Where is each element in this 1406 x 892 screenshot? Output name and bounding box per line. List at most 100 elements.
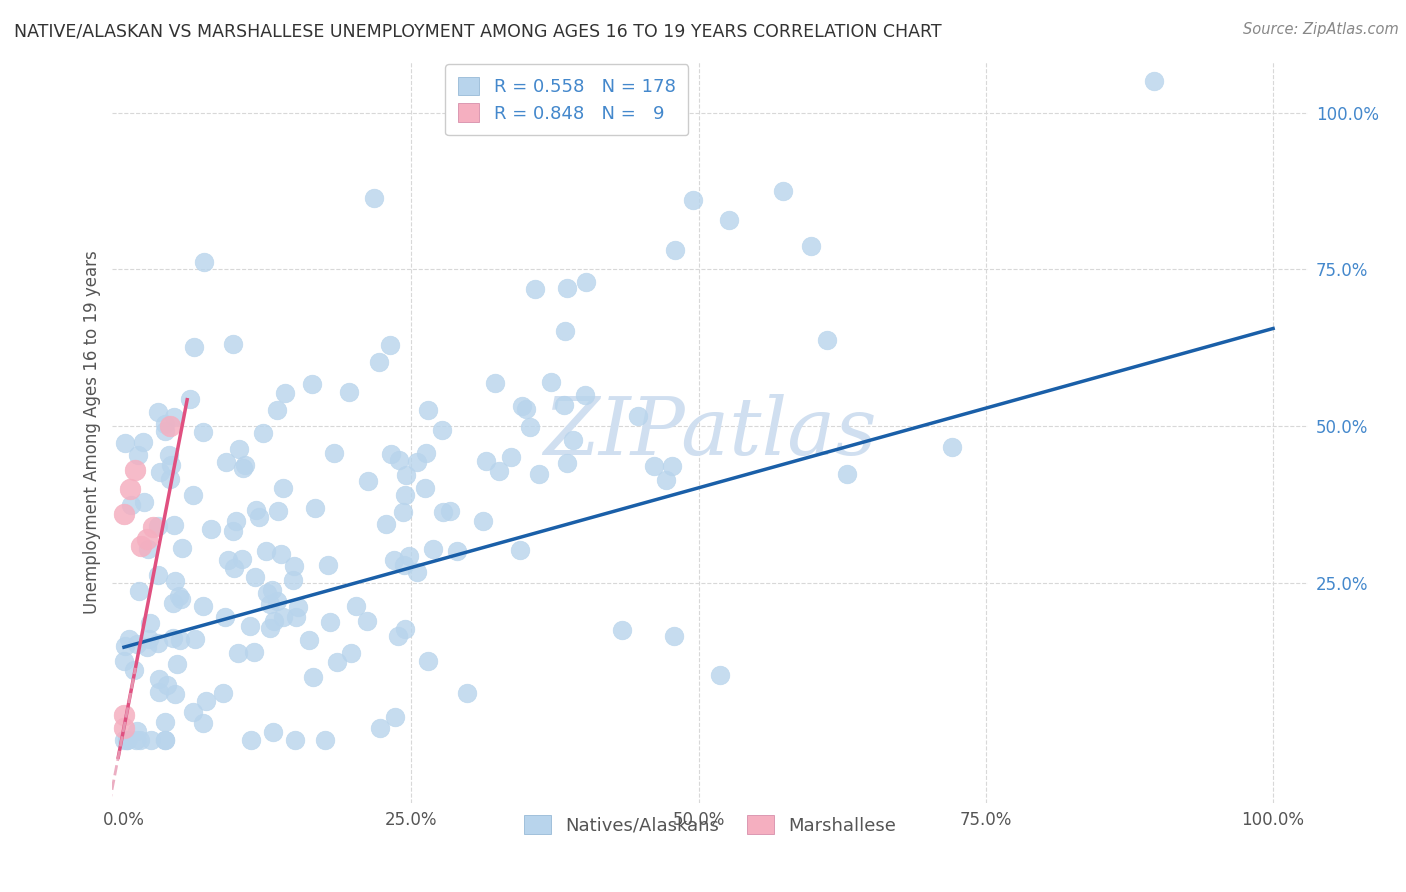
Point [643, 458, 665, 473]
Point [134, 495, 156, 509]
Point [337, 385, 360, 400]
Point [163, 410, 186, 425]
Point [270, 547, 292, 561]
Point [112, 708, 135, 723]
Text: Source: ZipAtlas.com: Source: ZipAtlas.com [1243, 22, 1399, 37]
Point [239, 619, 262, 633]
Point [112, 733, 135, 747]
Point [242, 645, 264, 659]
Point [259, 598, 281, 612]
Point [406, 566, 429, 580]
Point [157, 448, 180, 462]
Point [194, 693, 217, 707]
Point [128, 733, 150, 747]
Point [662, 629, 685, 643]
Point [661, 459, 683, 474]
Point [515, 112, 537, 126]
Text: ZIPatlas: ZIPatlas [543, 394, 877, 471]
Point [555, 281, 578, 295]
Point [574, 388, 596, 402]
Point [540, 375, 562, 389]
Point [405, 455, 427, 469]
Point [215, 454, 238, 468]
Point [509, 543, 531, 558]
Point [394, 622, 416, 636]
Point [146, 568, 169, 582]
Point [472, 514, 495, 528]
Point [245, 503, 267, 517]
Point [120, 498, 142, 512]
Point [283, 733, 305, 747]
Point [391, 505, 413, 519]
Point [148, 672, 170, 686]
Text: NATIVE/ALASKAN VS MARSHALLESE UNEMPLOYMENT AMONG AGES 16 TO 19 YEARS CORRELATION: NATIVE/ALASKAN VS MARSHALLESE UNEMPLOYME… [14, 22, 942, 40]
Point [149, 466, 172, 480]
Point [772, 184, 794, 198]
Point [181, 705, 204, 719]
Point [446, 544, 468, 558]
Point [519, 419, 541, 434]
Point [609, 82, 631, 96]
Point [200, 522, 222, 536]
Y-axis label: Unemployment Among Ages 16 to 19 years: Unemployment Among Ages 16 to 19 years [83, 251, 101, 615]
Point [415, 446, 437, 460]
Point [112, 721, 135, 735]
Point [153, 424, 176, 438]
Point [575, 276, 598, 290]
Point [228, 442, 250, 456]
Point [193, 254, 215, 268]
Point [122, 663, 145, 677]
Point [709, 668, 731, 682]
Point [153, 715, 176, 730]
Point [266, 504, 288, 518]
Point [128, 584, 150, 599]
Point [274, 386, 297, 401]
Point [815, 333, 838, 347]
Point [142, 520, 165, 534]
Point [499, 450, 522, 464]
Point [266, 594, 288, 608]
Point [159, 419, 181, 434]
Point [193, 599, 215, 614]
Point [226, 646, 249, 660]
Point [717, 213, 740, 227]
Point [247, 510, 270, 524]
Point [263, 615, 285, 629]
Point [439, 504, 461, 518]
Point [136, 533, 159, 547]
Point [380, 447, 402, 461]
Point [301, 670, 323, 684]
Point [432, 505, 454, 519]
Point [260, 582, 283, 597]
Point [235, 458, 257, 472]
Point [273, 481, 295, 495]
Point [146, 405, 169, 419]
Point [664, 243, 686, 257]
Point [222, 560, 245, 574]
Point [153, 417, 176, 431]
Point [941, 440, 963, 454]
Point [422, 542, 444, 557]
Point [124, 463, 146, 477]
Point [515, 402, 537, 417]
Point [655, 473, 678, 487]
Point [322, 446, 344, 460]
Point [153, 733, 176, 747]
Point [314, 733, 336, 747]
Point [374, 517, 396, 532]
Point [398, 549, 420, 563]
Point [162, 631, 184, 645]
Point [367, 355, 389, 369]
Point [231, 552, 253, 566]
Point [139, 733, 162, 747]
Point [283, 558, 305, 573]
Point [319, 615, 342, 630]
Point [388, 453, 411, 467]
Point [165, 687, 187, 701]
Point [115, 733, 138, 747]
Point [159, 472, 181, 486]
Point [162, 596, 184, 610]
Point [387, 629, 409, 643]
Point [368, 722, 391, 736]
Point [191, 425, 214, 439]
